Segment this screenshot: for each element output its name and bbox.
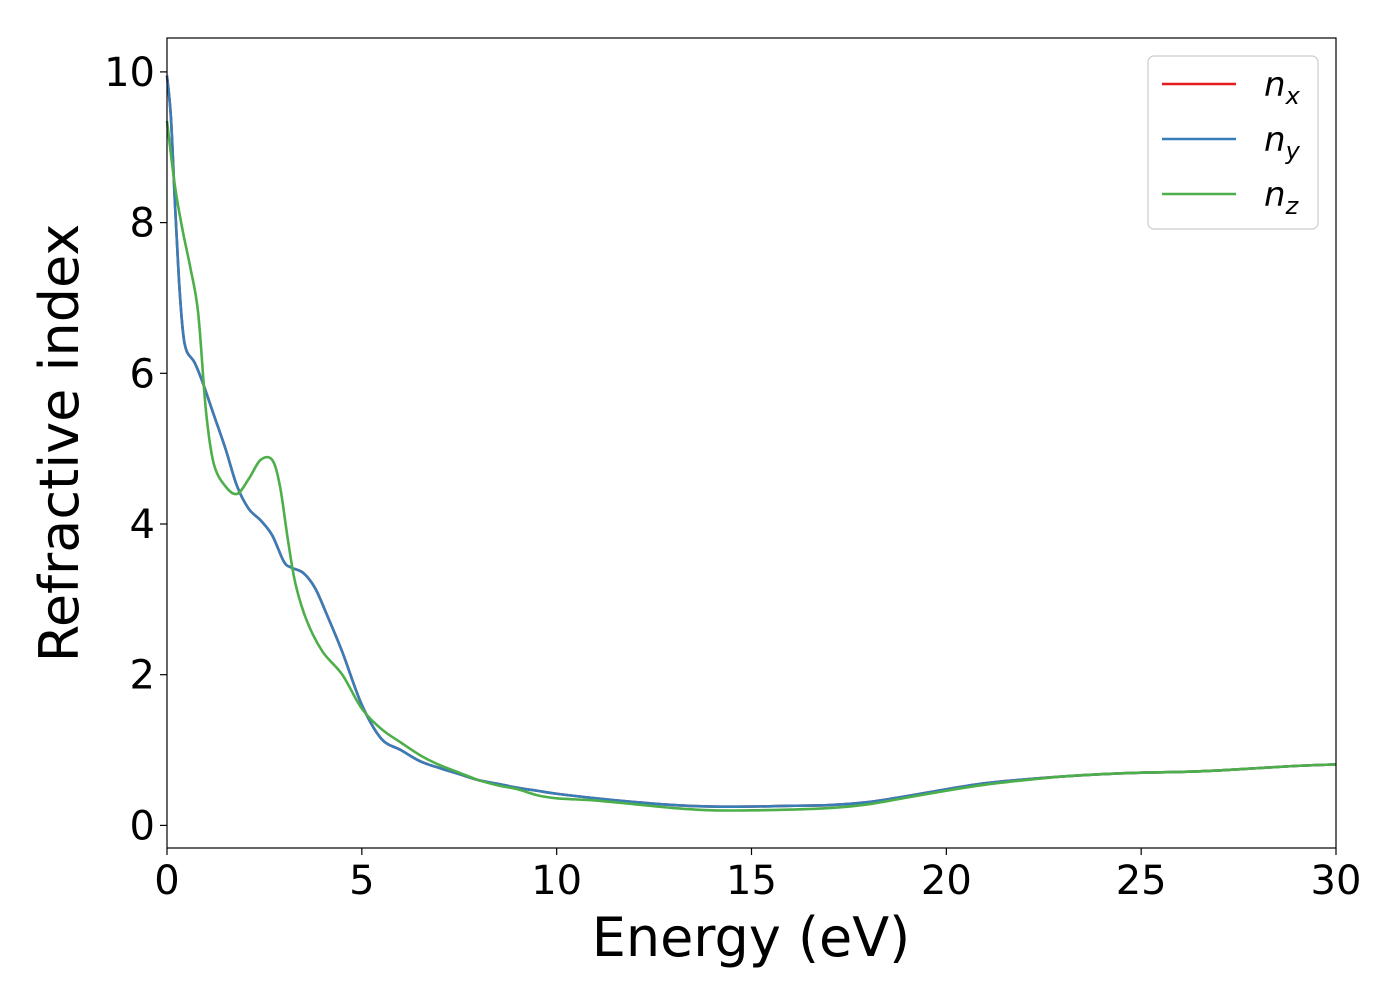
x-tick-label: 20 (921, 858, 972, 904)
series-line-nz (165, 120, 1337, 812)
x-tick-label: 0 (154, 858, 179, 904)
legend-box (1147, 55, 1319, 230)
y-axis-label: Refractive index (28, 224, 91, 663)
x-tick-label: 25 (1116, 858, 1167, 904)
y-tick-label: 8 (130, 201, 155, 247)
x-tick-label: 10 (531, 858, 582, 904)
series-layer (165, 75, 1337, 812)
y-tick-label: 0 (130, 803, 155, 849)
y-axis-ticks: 0 2 4 6 8 10 (104, 50, 167, 849)
x-axis-label: Energy (eV) (592, 906, 911, 969)
x-tick-label: 30 (1311, 858, 1362, 904)
y-tick-label: 6 (130, 351, 155, 397)
x-tick-label: 15 (726, 858, 777, 904)
x-tick-label: 5 (349, 858, 374, 904)
y-tick-label: 4 (130, 502, 155, 548)
plot-background (167, 38, 1336, 848)
x-axis-ticks: 0 5 10 15 20 25 30 (154, 848, 1361, 904)
y-tick-label: 2 (130, 653, 155, 699)
y-tick-label: 10 (104, 50, 155, 96)
